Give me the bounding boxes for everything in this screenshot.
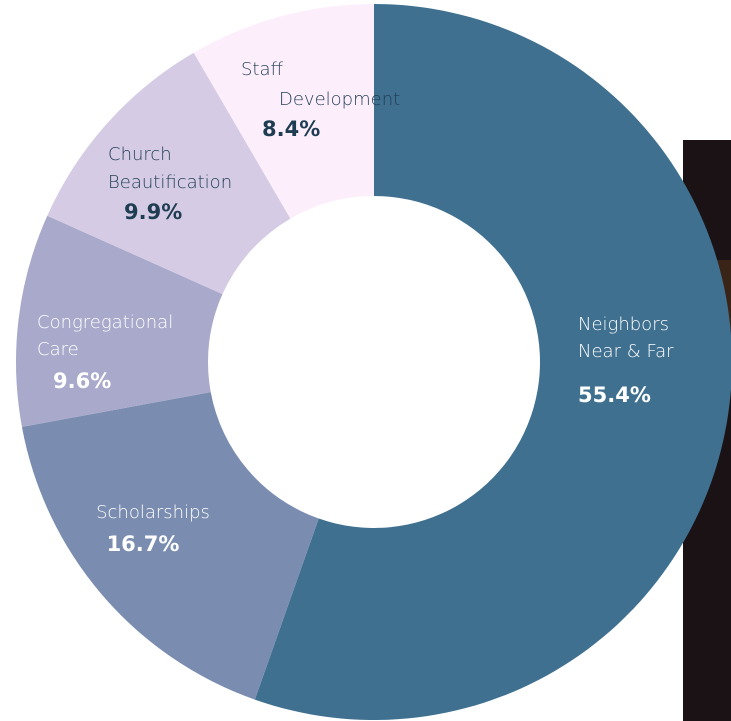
slice-percent: 55.4% (578, 383, 651, 407)
donut-slice (193, 4, 374, 219)
donut-slice (254, 4, 731, 720)
slice-label: Scholarships (96, 502, 210, 523)
donut-slice (16, 215, 223, 427)
slice-percent: 9.9% (124, 200, 182, 224)
donut-slice (47, 52, 291, 295)
slice-label: Development (279, 89, 400, 110)
slice-label: Near & Far (578, 341, 674, 362)
slice-label: Neighbors (578, 314, 669, 335)
slice-percent: 8.4% (262, 117, 320, 141)
slice-percent: 16.7% (107, 532, 180, 556)
slice-label: Staff (241, 59, 284, 80)
slice-label: Church (108, 144, 172, 165)
slice-label: Beautification (108, 172, 232, 193)
donut-slice (21, 392, 319, 700)
slice-label: Care (37, 339, 79, 360)
slice-label: Congregational (37, 312, 173, 333)
slice-percent: 9.6% (53, 369, 111, 393)
